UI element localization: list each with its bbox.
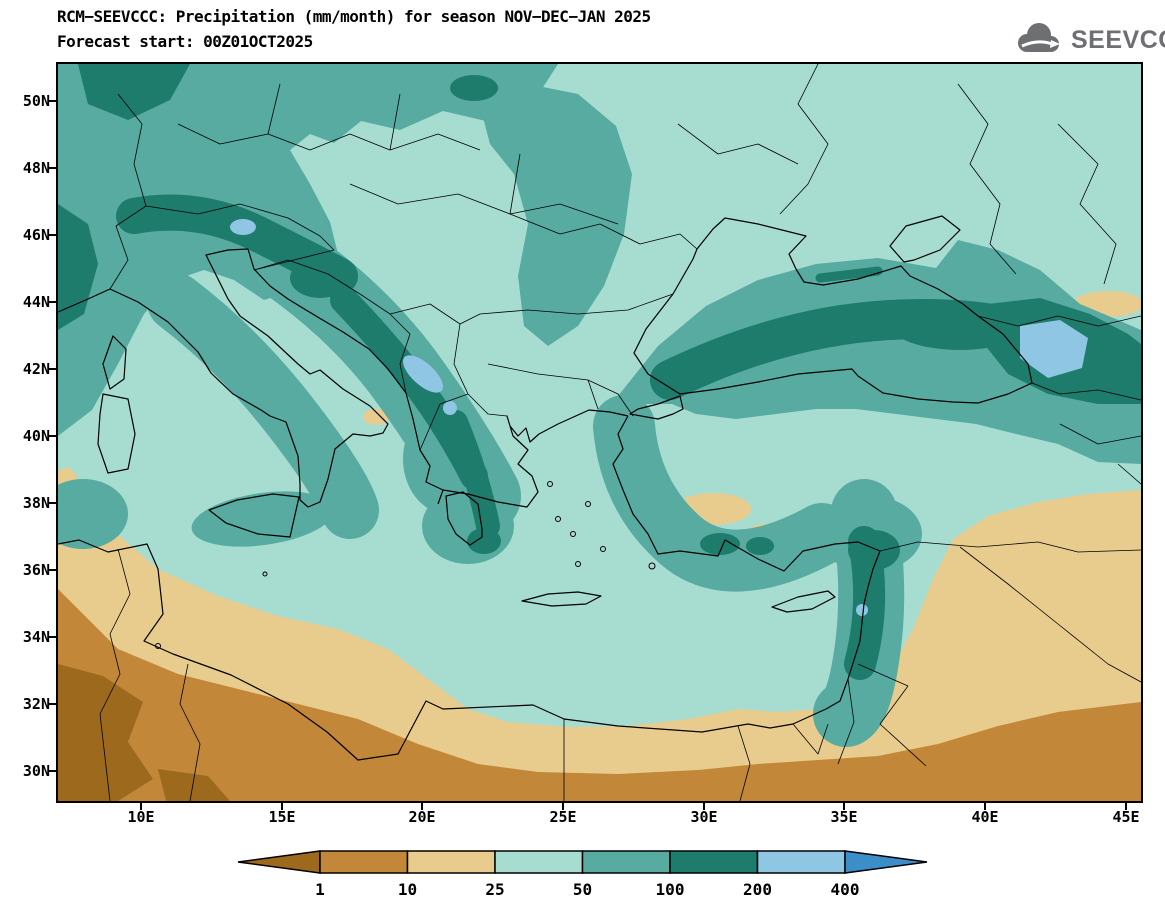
legend-segment-1-10 — [319, 850, 409, 874]
lat-tick-label: 38N — [22, 494, 50, 512]
map-canvas — [56, 62, 1143, 803]
precipitation-map-svg — [58, 64, 1141, 801]
lon-tick-label: 15E — [268, 808, 296, 826]
lon-tick-label: 20E — [408, 808, 436, 826]
axis-tick — [421, 803, 423, 810]
axis-tick — [48, 703, 56, 705]
axis-tick — [984, 803, 986, 810]
axis-tick — [48, 569, 56, 571]
lon-tick-label: 40E — [971, 808, 999, 826]
axis-tick — [48, 100, 56, 102]
cloud-icon — [1012, 20, 1064, 60]
legend-tick-label: 200 — [743, 880, 772, 899]
axis-tick — [48, 770, 56, 772]
lon-tick-label: 45E — [1112, 808, 1140, 826]
color-scale-legend: 1 10 25 50 100 200 400 — [232, 845, 932, 907]
axis-tick — [281, 803, 283, 810]
lon-tick-label: 30E — [690, 808, 718, 826]
axis-tick — [48, 502, 56, 504]
lat-tick-label: 34N — [22, 628, 50, 646]
axis-tick — [48, 368, 56, 370]
legend-segment-50-100 — [581, 850, 671, 874]
lon-tick-label: 25E — [549, 808, 577, 826]
fill-below-1 — [58, 664, 230, 801]
country-borders — [99, 64, 1141, 801]
axis-tick — [843, 803, 845, 810]
legend-segment-200-400 — [756, 850, 846, 874]
lat-tick-label: 32N — [22, 695, 50, 713]
axis-tick — [48, 636, 56, 638]
legend-tick-label: 10 — [398, 880, 417, 899]
lon-tick-label: 10E — [127, 808, 155, 826]
fill-200-400 — [230, 219, 1088, 616]
legend-arrow-high — [844, 850, 928, 874]
lat-tick-label: 36N — [22, 561, 50, 579]
lat-tick-label: 40N — [22, 427, 50, 445]
legend-tick-label: 400 — [831, 880, 860, 899]
legend-arrow-low — [237, 850, 321, 874]
page-title: RCM−SEEVCCC: Precipitation (mm/month) fo… — [57, 7, 651, 26]
axis-tick — [140, 803, 142, 810]
lat-tick-label: 48N — [22, 159, 50, 177]
legend-tick-label: 50 — [573, 880, 592, 899]
legend-segment-100-200 — [669, 850, 759, 874]
lat-tick-label: 46N — [22, 226, 50, 244]
axis-tick — [562, 803, 564, 810]
lat-tick-label: 42N — [22, 360, 50, 378]
coastlines — [58, 215, 1033, 761]
lon-tick-label: 35E — [830, 808, 858, 826]
axis-tick — [48, 435, 56, 437]
lat-tick-label: 30N — [22, 762, 50, 780]
logo-text: SEEVCCC — [1071, 25, 1165, 54]
lat-tick-label: 50N — [22, 92, 50, 110]
axis-tick — [48, 234, 56, 236]
forecast-start-subtitle: Forecast start: 00Z01OCT2025 — [57, 32, 313, 51]
seevccc-logo: SEEVCCC — [1012, 20, 1165, 60]
axis-tick — [48, 301, 56, 303]
fill-100-200 — [58, 64, 1141, 680]
legend-segment-10-25 — [406, 850, 496, 874]
legend-tick-label: 25 — [485, 880, 504, 899]
fill-1-10 — [58, 589, 1141, 801]
axis-tick — [48, 167, 56, 169]
legend-segment-25-50 — [494, 850, 584, 874]
legend-tick-label: 1 — [315, 880, 325, 899]
axis-tick — [1125, 803, 1127, 810]
lat-tick-label: 44N — [22, 293, 50, 311]
axis-tick — [703, 803, 705, 810]
legend-tick-label: 100 — [656, 880, 685, 899]
